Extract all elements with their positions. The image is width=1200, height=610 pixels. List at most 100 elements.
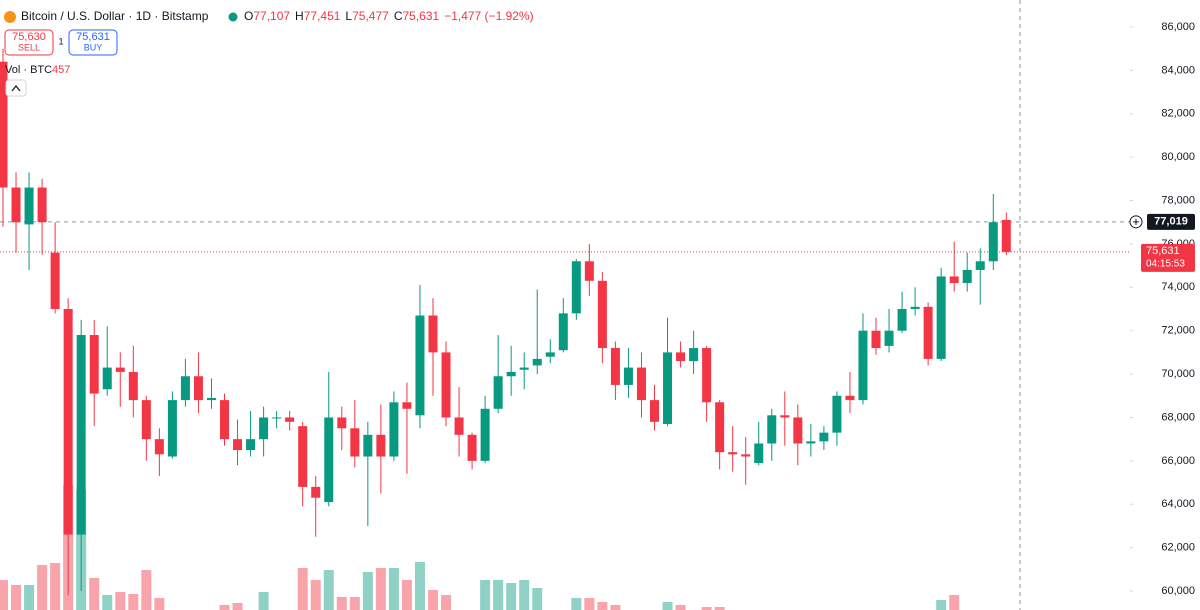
candle-body	[415, 315, 425, 416]
candle-body	[975, 261, 985, 270]
candle-body	[884, 330, 894, 346]
sell-label: SELL	[18, 42, 40, 52]
header: Bitcoin / U.S. Dollar · 1D · Bitstamp O7…	[4, 9, 534, 23]
buy-label: BUY	[84, 42, 103, 52]
volume-bar	[102, 595, 113, 610]
y-tick-label: 72,000	[1161, 325, 1195, 337]
candle-body	[493, 376, 503, 409]
buy-price: 75,631	[76, 31, 110, 43]
candle-body	[806, 441, 816, 444]
candle-body	[63, 309, 73, 535]
candle-body	[715, 402, 725, 453]
candle-body	[650, 400, 659, 422]
candle-body	[402, 402, 412, 409]
volume-bar	[310, 580, 321, 610]
volume-bar	[50, 563, 61, 610]
volume-bar	[597, 602, 608, 610]
candle-body	[558, 313, 568, 351]
candle-body	[545, 352, 555, 357]
candle-body	[363, 434, 373, 457]
crosshair-label-bg	[1147, 213, 1195, 230]
candle-body	[728, 452, 738, 455]
candle-body	[180, 376, 190, 401]
candle-body	[298, 426, 308, 487]
candle-body	[962, 269, 972, 283]
symbol-title: Bitcoin / U.S. Dollar · 1D · Bitstamp	[21, 9, 209, 23]
h-value: 77,451	[304, 9, 341, 23]
candle-body	[220, 400, 230, 440]
collapse-icon	[11, 85, 21, 92]
y-tick-label: 86,000	[1161, 21, 1195, 33]
change: −1,477 (−1.92%)	[444, 9, 533, 23]
candle-body	[610, 348, 620, 385]
y-tick-label: 68,000	[1161, 411, 1195, 423]
add-icon-plus	[1133, 218, 1139, 225]
volume-bar	[375, 568, 386, 610]
candle-body	[50, 252, 60, 310]
candle-body	[780, 415, 790, 418]
volume-bar	[532, 588, 543, 610]
candle-body	[428, 315, 438, 353]
candle-body	[154, 439, 164, 455]
last-price-label: 75,631	[1146, 245, 1180, 257]
buy-button[interactable]	[68, 29, 118, 56]
volume-bar	[37, 565, 48, 610]
volume-bar	[362, 572, 373, 610]
candle-body	[689, 348, 699, 362]
volume-bar	[675, 605, 686, 610]
candle-body	[871, 330, 881, 349]
volume-bar	[141, 570, 152, 610]
candle-body	[285, 417, 295, 422]
collapse-button[interactable]	[5, 79, 27, 97]
l-value: 75,477	[352, 9, 389, 23]
quantity: 1	[58, 36, 63, 46]
y-tick-label: 82,000	[1161, 108, 1195, 120]
volume-bar	[232, 603, 243, 610]
candle-body	[793, 417, 803, 444]
sell-button[interactable]	[4, 29, 54, 56]
volume-bar	[571, 598, 582, 610]
volume-bar	[441, 595, 452, 610]
volume-bar	[493, 580, 504, 610]
volume-bar	[662, 602, 673, 610]
candle-body	[0, 61, 8, 188]
volume-last: 457	[52, 64, 70, 76]
candle-body	[389, 402, 399, 457]
candle-body	[623, 367, 633, 385]
y-tick-label: 60,000	[1161, 585, 1195, 597]
volume-bar	[258, 592, 269, 610]
volume-bar	[949, 595, 960, 610]
candle-body	[845, 395, 855, 401]
volume-bar	[323, 570, 334, 610]
volume-bar	[584, 598, 595, 610]
ohlc: O77,107 H77,451 L75,477 C75,631 −1,477 (−1.9…	[244, 9, 534, 23]
candle-body	[311, 486, 321, 498]
volume-bar	[480, 580, 491, 610]
volume-bar	[336, 597, 347, 610]
candle-body	[663, 352, 673, 424]
candle-body	[767, 415, 777, 444]
candle-body	[702, 348, 712, 403]
candle-body	[259, 417, 269, 440]
candle-body	[754, 443, 764, 464]
volume-bar	[427, 590, 438, 610]
candle-body	[936, 276, 946, 359]
volume-label: Vol · BTC	[5, 64, 52, 76]
candle-body	[832, 395, 842, 433]
h-label: H	[295, 9, 304, 23]
price-axis: 60,000 62,000 64,000 66,000 68,000 70,000 72,0…	[1129, 0, 1200, 610]
candle-body	[519, 367, 529, 370]
volume-bar	[154, 598, 165, 610]
candle-body	[167, 400, 177, 457]
volume-bar	[11, 585, 22, 610]
candle-body	[206, 397, 216, 401]
candle-body	[532, 358, 542, 366]
volume-bar	[89, 578, 100, 610]
candle-body	[376, 434, 386, 457]
volume-bar	[701, 607, 712, 610]
candle-body	[923, 306, 933, 359]
l-label: L	[345, 9, 352, 23]
y-tick-label: 70,000	[1161, 368, 1195, 380]
last-price-bg	[1141, 243, 1195, 272]
